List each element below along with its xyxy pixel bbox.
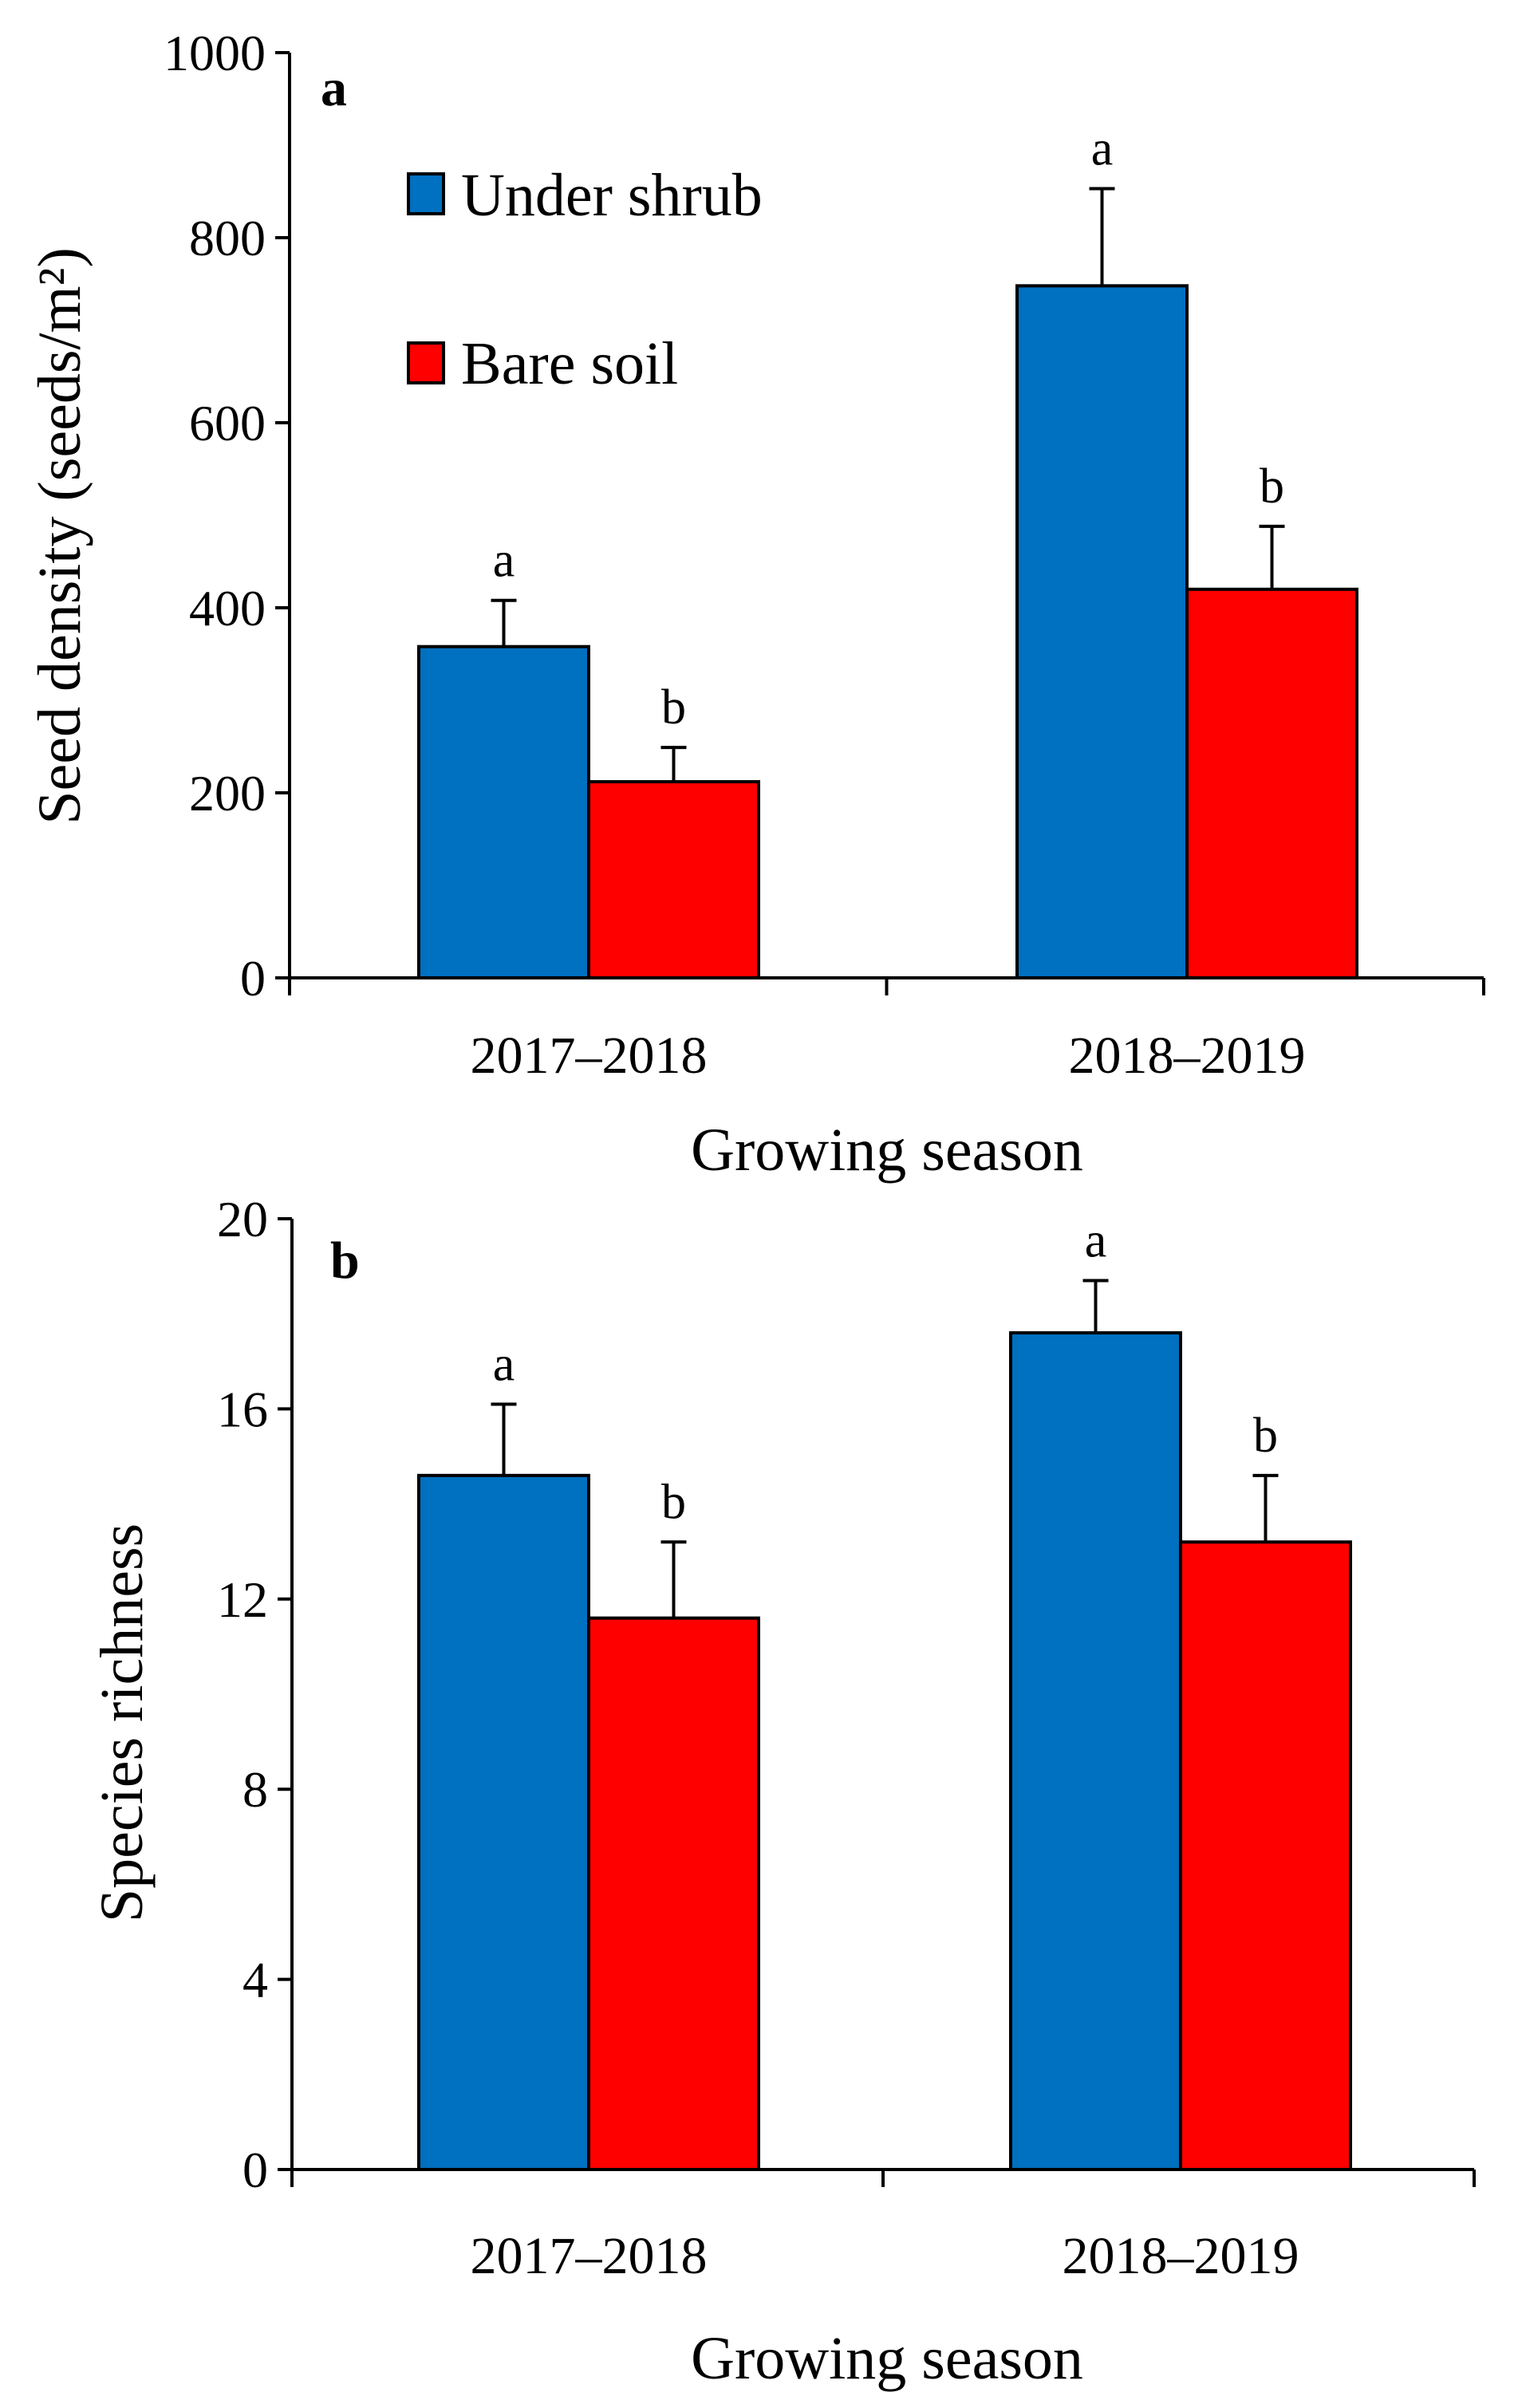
panel-a-significance-letters: a a b b [493,122,1284,735]
legend-swatch-bare-soil [407,341,445,384]
panel-a-y-tick-label-0: 0 [240,950,266,1007]
panel-a-sig-letter-1-1: b [1260,459,1284,514]
legend-swatch-under-shrub [407,172,445,215]
panel-b-label: b [330,1232,360,1290]
panel-a-y-axis-title: Seed density (seeds/m²) [26,247,93,825]
panel-b-significance-letters: a a b b [493,1213,1278,1529]
panel-a-y-tick-label-2: 400 [189,580,266,636]
panel-b-species-richness: 0 4 8 12 16 20 a a b b 2017–2018 2018–2019 b Spec… [89,1191,1476,2392]
panel-a-error-bars [491,187,1285,782]
panel-a-y-tick-label-3: 600 [189,395,266,451]
panel-b-axes [290,1219,1476,2187]
panel-a-sig-letter-1-0: b [661,680,686,735]
panel-a-axes [288,53,1485,995]
panel-a-y-ticks: 0 200 400 600 800 1000 [164,25,290,1007]
panel-b-y-tick-label-1: 4 [242,1952,268,2008]
panel-b-sig-letter-0-0: a [493,1337,515,1391]
panel-b-y-tick-label-3: 12 [217,1571,268,1628]
panel-b-y-tick-label-5: 20 [217,1191,268,1247]
panel-a-seed-density: 0 200 400 600 800 1000 a a b b 2017–2018 2018–201… [26,25,1485,1184]
panel-a-x-tick-label-1: 2018–2019 [1069,1027,1306,1085]
panel-b-sig-letter-1-0: b [661,1475,686,1529]
panel-a-bar-under-shrub-1 [1015,284,1189,979]
panel-b-sig-letter-1-1: b [1253,1409,1278,1463]
panel-a-x-tick-label-0: 2017–2018 [471,1027,708,1085]
panel-b-error-bars [491,1279,1279,1618]
panel-a-y-tick-label-4: 800 [189,210,266,266]
panel-a-bar-bare-soil-0 [587,780,760,980]
legend: Under shrub Bare soil [407,162,763,397]
legend-label-under-shrub: Under shrub [461,162,763,229]
panel-b-bar-under-shrub-0 [417,1473,590,2171]
panel-b-x-axis-title: Growing season [691,2325,1083,2392]
panel-a-x-tick-labels: 2017–2018 2018–2019 [471,1027,1306,1085]
panel-a-y-tick-label-1: 200 [189,765,266,822]
panel-b-x-tick-labels: 2017–2018 2018–2019 [471,2227,1299,2285]
panel-b-bar-bare-soil-0 [587,1616,760,2171]
panel-b-y-tick-label-4: 16 [217,1381,268,1437]
panel-b-bars [417,1331,1352,2171]
panel-b-y-tick-label-0: 0 [242,2142,268,2198]
panel-b-y-tick-label-2: 8 [242,1761,268,1818]
panel-b-bar-under-shrub-1 [1009,1331,1182,2171]
panel-b-x-tick-label-1: 2018–2019 [1063,2227,1299,2285]
panel-a-bar-under-shrub-0 [417,644,590,979]
panel-b-sig-letter-0-1: a [1085,1213,1107,1267]
panel-a-x-axis-title: Growing season [691,1117,1083,1184]
panel-a-label: a [321,59,347,117]
panel-a-sig-letter-0-0: a [493,534,515,588]
panel-b-y-axis-title: Species richness [89,1523,156,1922]
panel-b-y-ticks: 0 4 8 12 16 20 [217,1191,292,2198]
panel-a-y-tick-label-5: 1000 [164,25,266,81]
panel-a-sig-letter-0-1: a [1091,122,1114,176]
panel-b-x-tick-label-0: 2017–2018 [471,2227,708,2285]
panel-b-bar-bare-soil-1 [1179,1540,1352,2171]
panel-a-bar-bare-soil-1 [1185,587,1358,979]
legend-label-bare-soil: Bare soil [461,330,678,397]
